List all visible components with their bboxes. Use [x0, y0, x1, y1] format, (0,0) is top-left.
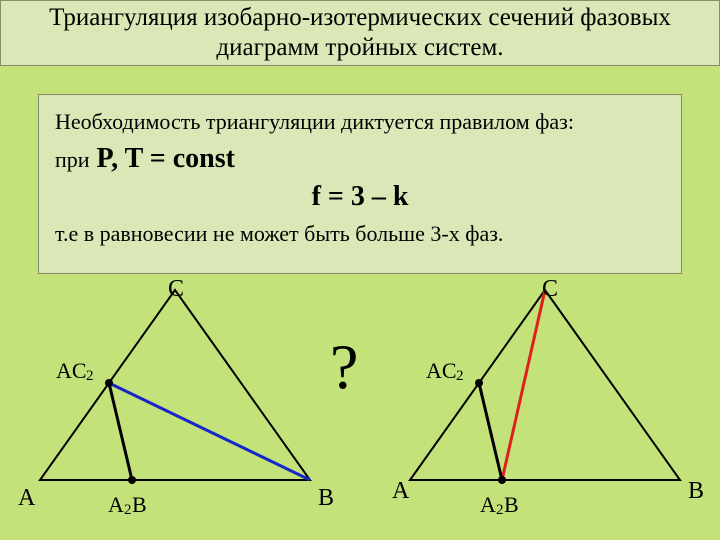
right-label-AC2_pre: AC [426, 358, 457, 384]
left-label-AC2_sub: 2 [86, 368, 94, 385]
triangle-left [20, 280, 330, 520]
cond-prefix: при [55, 147, 90, 172]
cond-value: P, T = const [90, 143, 235, 174]
left-label-B: B [318, 485, 334, 512]
slide-title: Триангуляция изобарно-изотермических сеч… [9, 3, 711, 63]
rule-intro: Необходимость триангуляции диктуется пра… [55, 109, 665, 135]
slide-page: Триангуляция изобарно-изотермических сеч… [0, 0, 720, 540]
rule-conclusion: т.е в равновесии не может быть больше 3-… [55, 221, 665, 247]
rule-equation: f = 3 – k [55, 181, 665, 213]
diagrams-area: ? ABCAC2A2BABCAC2A2B [0, 280, 720, 540]
triangle-right [390, 280, 700, 520]
left-label-AC2_pre: AC [56, 358, 87, 384]
right-label-A: A [392, 478, 409, 505]
right-label-A2B_B: B [504, 492, 519, 518]
left-label-C: C [168, 276, 184, 303]
left-label-A2B_B: B [132, 492, 147, 518]
rule-condition: при P, T = const [55, 143, 665, 175]
right-label-B: B [688, 478, 704, 505]
left-label-A2B_2: 2 [124, 502, 132, 519]
right-label-C: C [542, 276, 558, 303]
rule-box: Необходимость триангуляции диктуется пра… [38, 94, 682, 274]
right-label-AC2_sub: 2 [456, 368, 464, 385]
question-mark: ? [330, 330, 358, 404]
right-label-A2B_A: A [480, 492, 496, 518]
left-label-A: A [18, 485, 35, 512]
left-label-A2B_A: A [108, 492, 124, 518]
right-label-A2B_2: 2 [496, 502, 504, 519]
title-box: Триангуляция изобарно-изотермических сеч… [0, 0, 720, 66]
